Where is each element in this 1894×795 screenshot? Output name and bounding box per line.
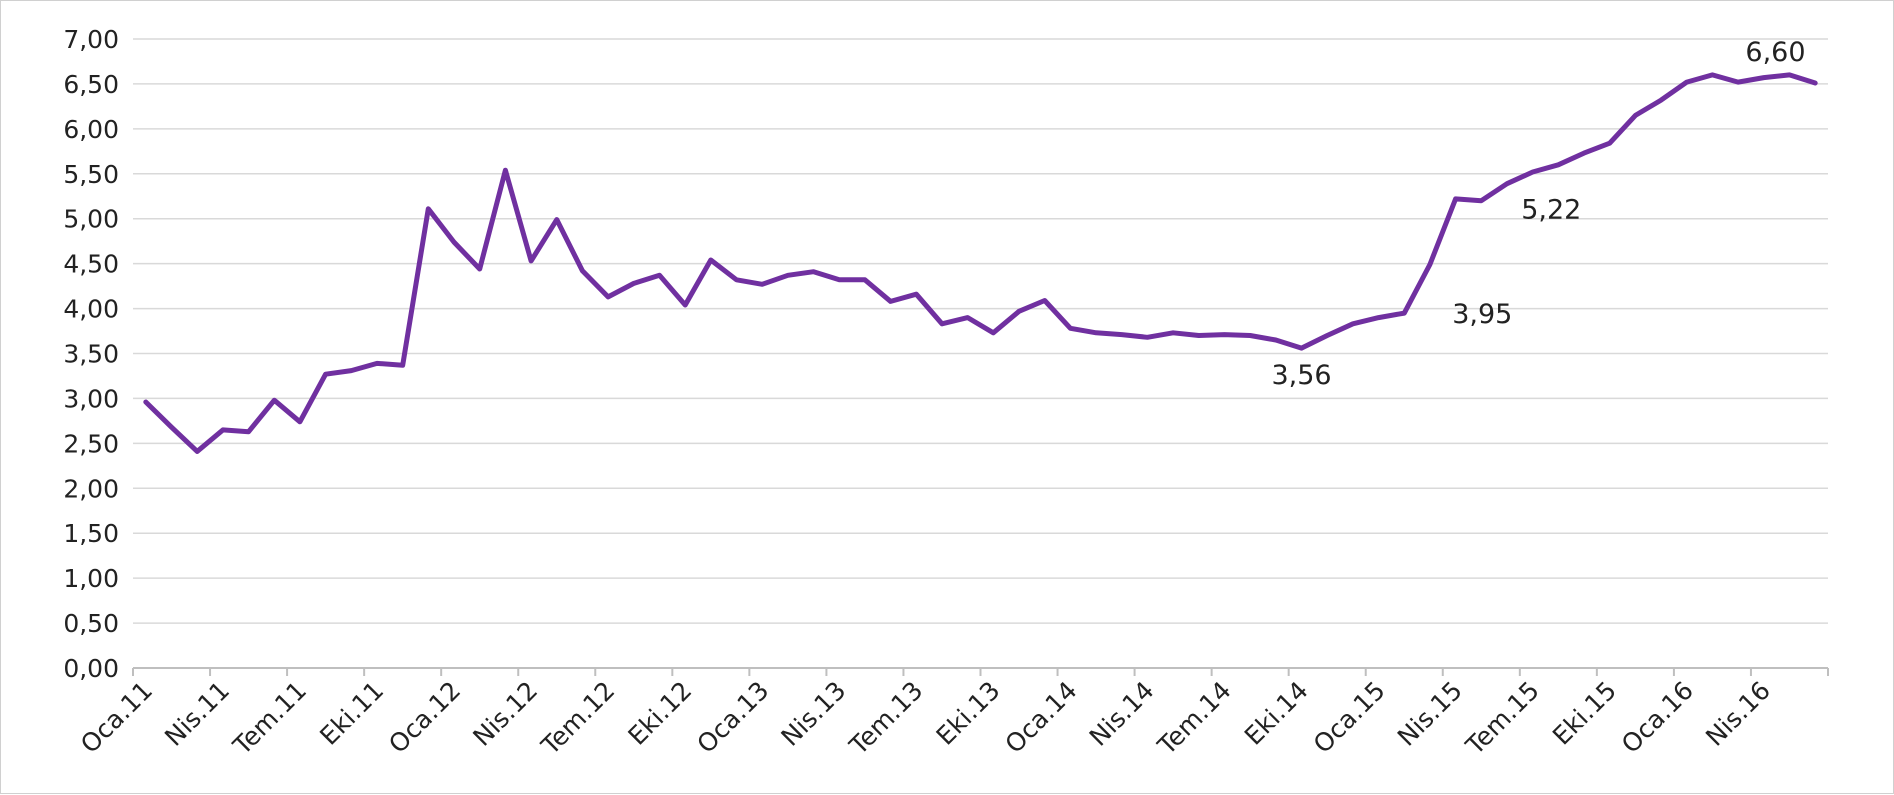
gridlines bbox=[133, 38, 1828, 624]
data-label: 6,60 bbox=[1745, 37, 1805, 68]
x-tick-label: Oca.13 bbox=[691, 676, 774, 759]
y-tick-label: 2,00 bbox=[63, 474, 119, 503]
y-tick-label: 6,50 bbox=[63, 70, 119, 99]
x-tick-label: Oca.11 bbox=[75, 676, 158, 759]
x-tick-label: Nis.14 bbox=[1084, 676, 1160, 752]
series-line bbox=[143, 72, 1818, 454]
y-tick-label: 3,50 bbox=[63, 340, 119, 369]
y-tick-label: 3,00 bbox=[63, 384, 119, 413]
x-tick-label: Oca.12 bbox=[383, 676, 466, 759]
x-tick-label: Nis.12 bbox=[467, 676, 543, 752]
x-tick-label: Eki.15 bbox=[1547, 676, 1622, 751]
x-tick-label: Oca.14 bbox=[1000, 676, 1083, 759]
x-tick-label: Tem.11 bbox=[227, 676, 312, 761]
x-tick-label: Tem.13 bbox=[843, 676, 928, 761]
x-tick-label: Oca.15 bbox=[1308, 676, 1391, 759]
x-tick-label: Tem.12 bbox=[535, 676, 620, 761]
x-tick-label: Eki.13 bbox=[931, 676, 1006, 751]
y-axis-tick-labels: 0,00 0,50 1,00 1,50 2,00 2,50 3,00 3,50 4,00 4,50… bbox=[63, 25, 119, 683]
y-tick-label: 4,50 bbox=[63, 250, 119, 279]
y-tick-label: 0,50 bbox=[63, 609, 119, 638]
x-tick-label: Oca.16 bbox=[1616, 676, 1699, 759]
y-tick-label: 1,50 bbox=[63, 519, 119, 548]
y-tick-label: 6,00 bbox=[63, 115, 119, 144]
data-label: 3,56 bbox=[1271, 360, 1331, 391]
axes bbox=[132, 667, 1829, 676]
y-tick-label: 2,50 bbox=[63, 429, 119, 458]
y-tick-label: 1,00 bbox=[63, 564, 119, 593]
x-tick-label: Tem.14 bbox=[1152, 676, 1237, 761]
x-tick-label: Eki.14 bbox=[1239, 676, 1314, 751]
data-labels: 3,56 3,95 5,22 6,60 bbox=[1271, 37, 1805, 391]
y-tick-label: 5,50 bbox=[63, 160, 119, 189]
x-tick-label: Nis.13 bbox=[776, 676, 852, 752]
x-tick-label: Tem.15 bbox=[1460, 676, 1545, 761]
y-tick-label: 4,00 bbox=[63, 295, 119, 324]
series-group bbox=[143, 72, 1818, 454]
data-label: 3,95 bbox=[1452, 299, 1512, 330]
data-label: 5,22 bbox=[1521, 195, 1581, 226]
y-tick-label: 7,00 bbox=[63, 25, 119, 54]
x-tick-label: Nis.11 bbox=[159, 676, 235, 752]
x-tick-label: Nis.15 bbox=[1392, 676, 1468, 752]
y-tick-label: 5,00 bbox=[63, 205, 119, 234]
y-tick-label: 0,00 bbox=[63, 654, 119, 683]
x-tick-label: Eki.12 bbox=[622, 676, 697, 751]
x-tick-label: Eki.11 bbox=[314, 676, 389, 751]
x-tick-label: Nis.16 bbox=[1700, 676, 1776, 752]
